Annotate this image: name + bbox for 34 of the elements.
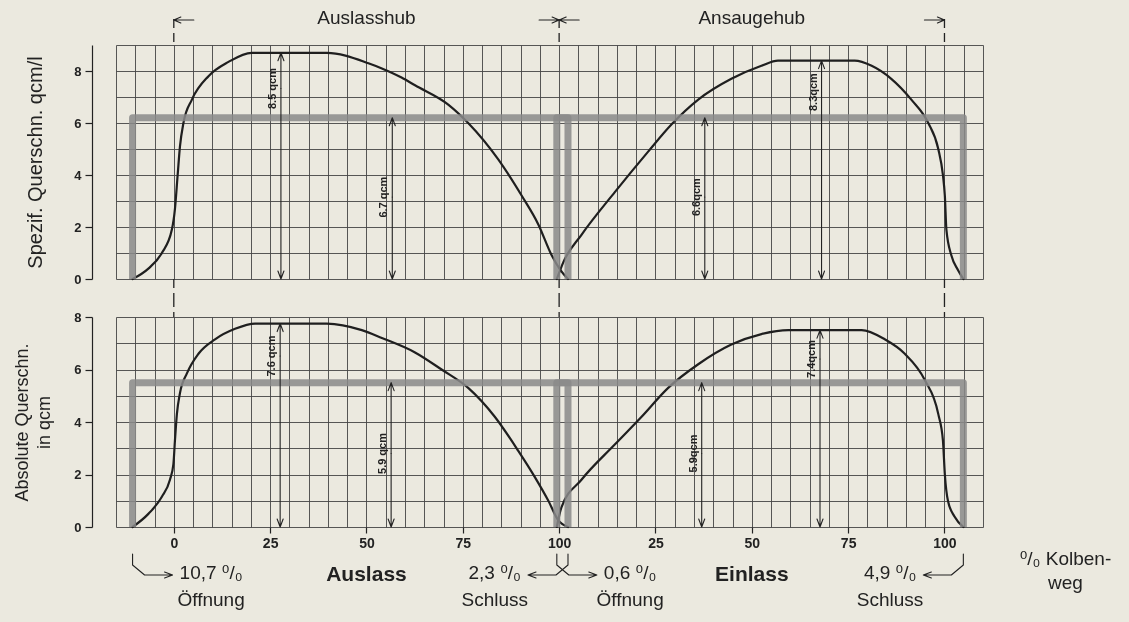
annotation: 0,6 ⁰/₀ Öffnung bbox=[596, 562, 664, 610]
y-tick-label: 0 bbox=[74, 519, 82, 535]
text: Auslasshub bbox=[317, 7, 416, 28]
y-tick-label: 2 bbox=[74, 467, 82, 482]
annotation: 8.5 qcm bbox=[265, 67, 278, 110]
x-tick-label: 0 bbox=[170, 534, 179, 551]
annotation: 7.6 qcm bbox=[265, 335, 278, 377]
y-tick-label: 8 bbox=[74, 63, 82, 79]
y-tick-label: 6 bbox=[74, 362, 82, 377]
y-tick-label: 0 bbox=[74, 271, 82, 287]
text: Einlass bbox=[715, 562, 789, 585]
annotation: 7.4qcm bbox=[805, 339, 817, 378]
y-tick-label: 6 bbox=[74, 115, 82, 131]
x-axis-title: ⁰/₀ Kolben- weg bbox=[1019, 547, 1112, 593]
y-axis-title: Absolute Querschn. in qcm bbox=[12, 343, 55, 502]
text: Ansaugehub bbox=[698, 7, 806, 28]
x-tick-label: 50 bbox=[359, 534, 375, 551]
annotation: 5.9 qcm bbox=[376, 432, 389, 474]
annotation: 5.9qcm bbox=[686, 434, 699, 473]
text: Auslass bbox=[326, 562, 407, 585]
x-tick-label: 75 bbox=[455, 534, 472, 551]
x-tick-label: 25 bbox=[262, 534, 279, 551]
annotation: 4,9 ⁰/₀ Schluss bbox=[856, 562, 924, 610]
annotation: 2,3 ⁰/₀ Schluss bbox=[461, 562, 529, 610]
annotation: 8.3qcm bbox=[806, 72, 819, 112]
y-tick-label: 8 bbox=[74, 309, 82, 325]
y-axis-title: Spezif. Querschn. qcm/l bbox=[24, 56, 47, 269]
x-tick-label: 100 bbox=[547, 534, 572, 551]
y-tick-label: 4 bbox=[74, 167, 83, 183]
annotation: 6.6qcm bbox=[689, 177, 702, 217]
annotation: 10,7 ⁰/₀ Öffnung bbox=[177, 562, 245, 610]
y-tick-label: 2 bbox=[74, 219, 82, 235]
annotation: 6.7 qcm bbox=[377, 176, 390, 218]
y-tick-label: 4 bbox=[74, 414, 83, 430]
